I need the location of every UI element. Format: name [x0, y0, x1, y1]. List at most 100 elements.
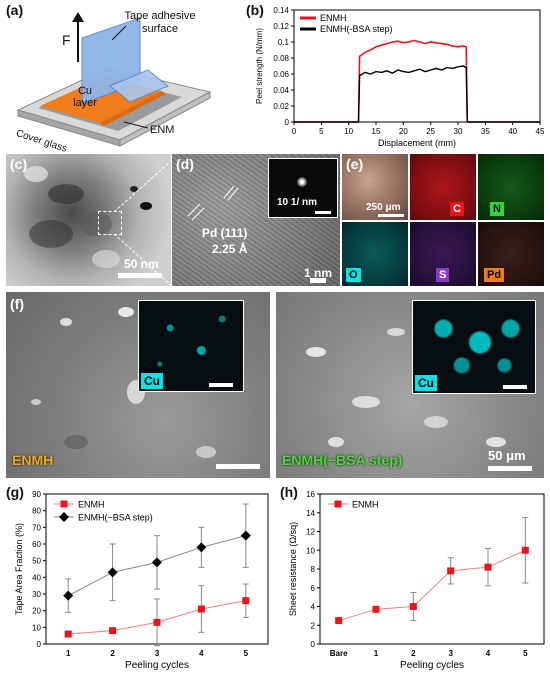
panel-e-scale-text: 250 μm	[366, 202, 401, 213]
series-line-0	[294, 39, 540, 123]
tape-label: Tape adhesive surface	[124, 10, 196, 35]
y-axis-label: Sheet resistance (Ω/sq)	[288, 522, 298, 616]
eds-map-n: N	[478, 154, 544, 220]
y-tick-label: 0.04	[273, 86, 289, 95]
panel-h: (h) 0 2 4 6 8 10 12 14 16 Bare 1 2 3 4 5 Peeling cycles…	[276, 484, 550, 674]
x-axis-label: Peeling cycles	[125, 660, 189, 671]
tape-area-fraction-chart: 0 10 20 30 40 50 60 70 80 90 1 2 3 4 5 Peeling cycles Ta…	[14, 490, 269, 671]
cu-label-right: Cu	[415, 375, 437, 391]
data-point	[63, 590, 74, 601]
lattice-markers	[187, 185, 239, 221]
eds-map-o: O	[342, 222, 408, 286]
data-point	[64, 630, 72, 638]
data-point	[240, 530, 251, 541]
y-tick-label: 60	[32, 540, 41, 549]
panel-c-scale-text: 50 nm	[124, 257, 159, 271]
force-arrow-head	[72, 12, 84, 22]
legend-marker-0	[334, 500, 342, 508]
x-tick-label: 5	[523, 649, 528, 658]
panel-f-right-scalebar	[488, 466, 532, 471]
x-tick-label: 45	[536, 127, 545, 136]
y-tick-label: 30	[32, 590, 41, 599]
y-tick-label: 0.08	[273, 54, 289, 63]
legend-label-0: ENMH	[78, 500, 105, 510]
peel-strength-chart: 0 0.02 0.04 0.06 0.08 0.1 0.12 0.14 0 5 10 15 20 25 30…	[255, 6, 545, 148]
x-tick-label: 15	[372, 127, 381, 136]
enm-pointer	[123, 121, 149, 129]
data-point	[335, 617, 343, 625]
panel-d-label: (d)	[176, 156, 194, 172]
panel-c-scalebar	[118, 273, 162, 278]
y-tick-label: 16	[306, 490, 315, 499]
cu-inset-right-scalebar	[503, 385, 527, 389]
y-tick-label: 50	[32, 557, 41, 566]
y-tick-label: 0.14	[273, 6, 289, 15]
panel-d-scalebar	[310, 278, 326, 283]
panel-a-label: (a)	[6, 2, 24, 18]
x-tick-label: 1	[374, 649, 379, 658]
x-tick-label: 40	[508, 127, 517, 136]
y-tick-label: 90	[32, 490, 41, 499]
plot-frame	[319, 493, 545, 645]
fft-scale-text: 10 1/ nm	[277, 197, 318, 208]
data-point	[197, 605, 205, 613]
y-tick-label: 6	[311, 584, 316, 593]
x-tick-label: 35	[481, 127, 490, 136]
cu-inset-left: Cu	[138, 300, 244, 392]
y-tick-label: 20	[32, 607, 41, 616]
eds-map-c: C	[410, 154, 476, 220]
y-tick-label: 10	[306, 546, 315, 555]
series-line-1	[294, 65, 540, 123]
eds-map-pd: Pd	[478, 222, 544, 286]
enmh-name-label: ENMH	[12, 452, 54, 468]
y-tick-label: 40	[32, 573, 41, 582]
eds-map-s: S	[410, 222, 476, 286]
data-point	[521, 546, 529, 554]
panel-f-scale-text: 50 μm	[488, 448, 526, 463]
x-tick-label: 5	[319, 127, 324, 136]
eds-label-s: S	[436, 268, 450, 282]
x-tick-label: 4	[486, 649, 491, 658]
panel-f-left-scalebar	[216, 464, 260, 469]
panel-c-label: (c)	[10, 156, 28, 172]
y-tick-label: 70	[32, 523, 41, 532]
panel-f-sem-enmh-bsa: Cu ENMH(−BSA step) 50 μm	[276, 292, 544, 478]
legend-label-1: ENMH(−BSA step)	[78, 513, 153, 523]
y-tick-label: 0	[37, 640, 42, 649]
x-tick-label: 3	[155, 649, 160, 658]
x-tick-label: 20	[399, 127, 408, 136]
tem-texture	[24, 166, 152, 268]
x-tick-label: 4	[199, 649, 204, 658]
cu-label-left: Cu	[141, 373, 163, 389]
x-axis-label: Peeling cycles	[400, 660, 464, 671]
tape-pointer	[111, 25, 127, 41]
panel-d-hrtem-image: 10 1/ nm (d) Pd (111) 2.25 Å 1 nm	[172, 154, 340, 286]
enm-label: ENM	[150, 124, 175, 136]
x-tick-label: 10	[344, 127, 353, 136]
legend-label-0: ENMH	[320, 13, 347, 23]
x-axis-label: Displacement (mm)	[378, 138, 456, 148]
zoom-box	[98, 211, 122, 235]
y-axis-label: Tape Area Fraction (%)	[14, 523, 24, 615]
data-point	[107, 567, 118, 578]
x-tick-label: 0	[292, 127, 297, 136]
zoom-connector	[113, 159, 173, 287]
y-tick-label: 80	[32, 507, 41, 516]
panel-b: (b) 0 0.02 0.04 0.06 0.08 0.1 0.12 0.14 0 5 10 15 20…	[246, 0, 550, 150]
legend-label-0: ENMH	[352, 500, 379, 510]
enmh-bsa-name-label: ENMH(−BSA step)	[282, 452, 403, 468]
panel-f-label: (f)	[10, 296, 24, 312]
series-line-0	[338, 549, 526, 622]
cu-inset-right: Cu	[412, 300, 536, 394]
y-tick-label: 14	[306, 509, 315, 518]
data-point	[242, 597, 250, 605]
force-label: F	[62, 32, 71, 48]
lattice-spacing-label: 2.25 Å	[212, 242, 248, 256]
tape-cu-strip	[100, 91, 166, 126]
x-tick-label: Bare	[330, 649, 348, 658]
panel-e-sem-image: (e) 250 μm	[342, 154, 408, 220]
panel-e-label: (e)	[346, 156, 364, 172]
panel-c-tem-image: (c) 50 nm	[6, 154, 171, 286]
data-point	[409, 603, 417, 610]
